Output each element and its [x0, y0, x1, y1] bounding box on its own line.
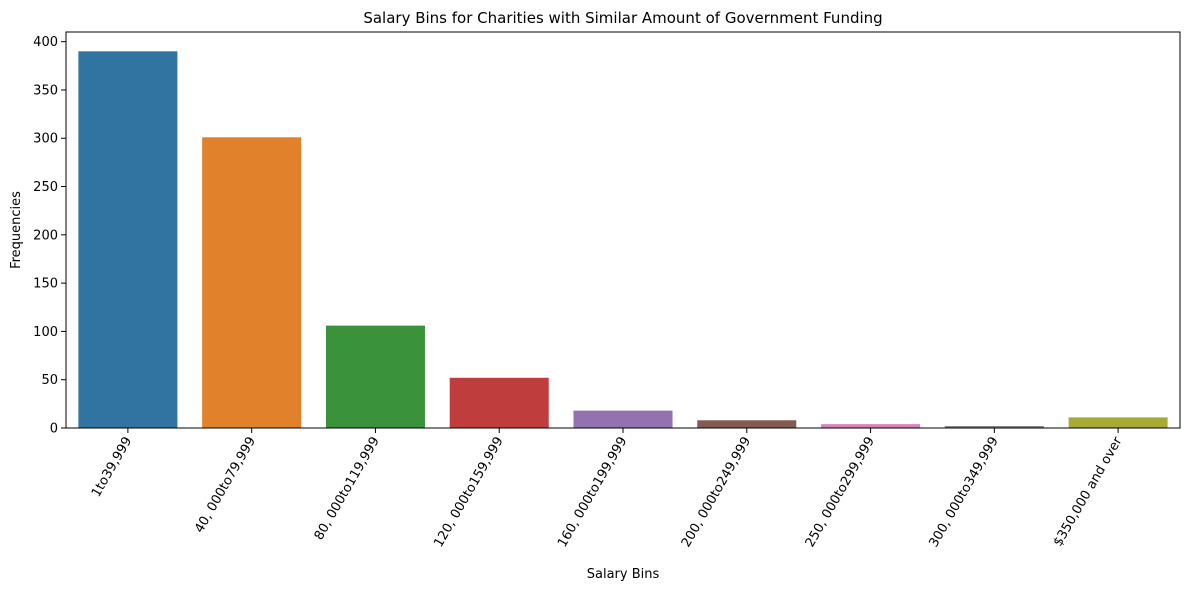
x-tick-label: 80, 000to119,999: [312, 435, 383, 543]
y-axis-title: Frequencies: [9, 191, 24, 269]
y-tick-label: 250: [33, 180, 58, 195]
bar: [202, 137, 302, 428]
x-axis-title: Salary Bins: [587, 567, 660, 582]
x-tick-label: 1to39,999: [89, 435, 135, 500]
x-tick-label: 120, 000to159,999: [431, 435, 506, 550]
bar: [1068, 417, 1168, 428]
bar: [697, 420, 797, 428]
y-tick-label: 50: [41, 373, 58, 388]
y-tick-label: 200: [33, 228, 58, 243]
bar: [78, 51, 178, 428]
plot-frame: [65, 31, 1181, 429]
x-tick-label: 40, 000to79,999: [192, 435, 259, 536]
bar: [821, 424, 921, 428]
y-tick-label: 150: [33, 277, 58, 292]
bar: [325, 325, 425, 428]
bars-group: [78, 51, 1168, 428]
x-tick-label: 160, 000to199,999: [555, 435, 630, 550]
x-tick-label: $350,000 and over: [1051, 434, 1126, 549]
bar: [573, 410, 673, 428]
y-tick-label: 400: [33, 35, 58, 50]
bar: [944, 426, 1044, 428]
x-tick-label: 200, 000to249,999: [679, 435, 754, 550]
chart-title: Salary Bins for Charities with Similar A…: [363, 9, 882, 27]
y-axis: 0 50 100 150 200 250 300 350 400: [33, 35, 66, 437]
y-tick-label: 0: [50, 422, 58, 437]
y-tick-label: 350: [33, 83, 58, 98]
y-tick-label: 100: [33, 325, 58, 340]
x-tick-label: 250, 000to299,999: [803, 435, 878, 550]
y-tick-label: 300: [33, 132, 58, 147]
x-axis: 1to39,999 40, 000to79,999 80, 000to119,999…: [89, 428, 1126, 550]
bar: [449, 377, 549, 428]
x-tick-label: 300, 000to349,999: [926, 435, 1001, 550]
